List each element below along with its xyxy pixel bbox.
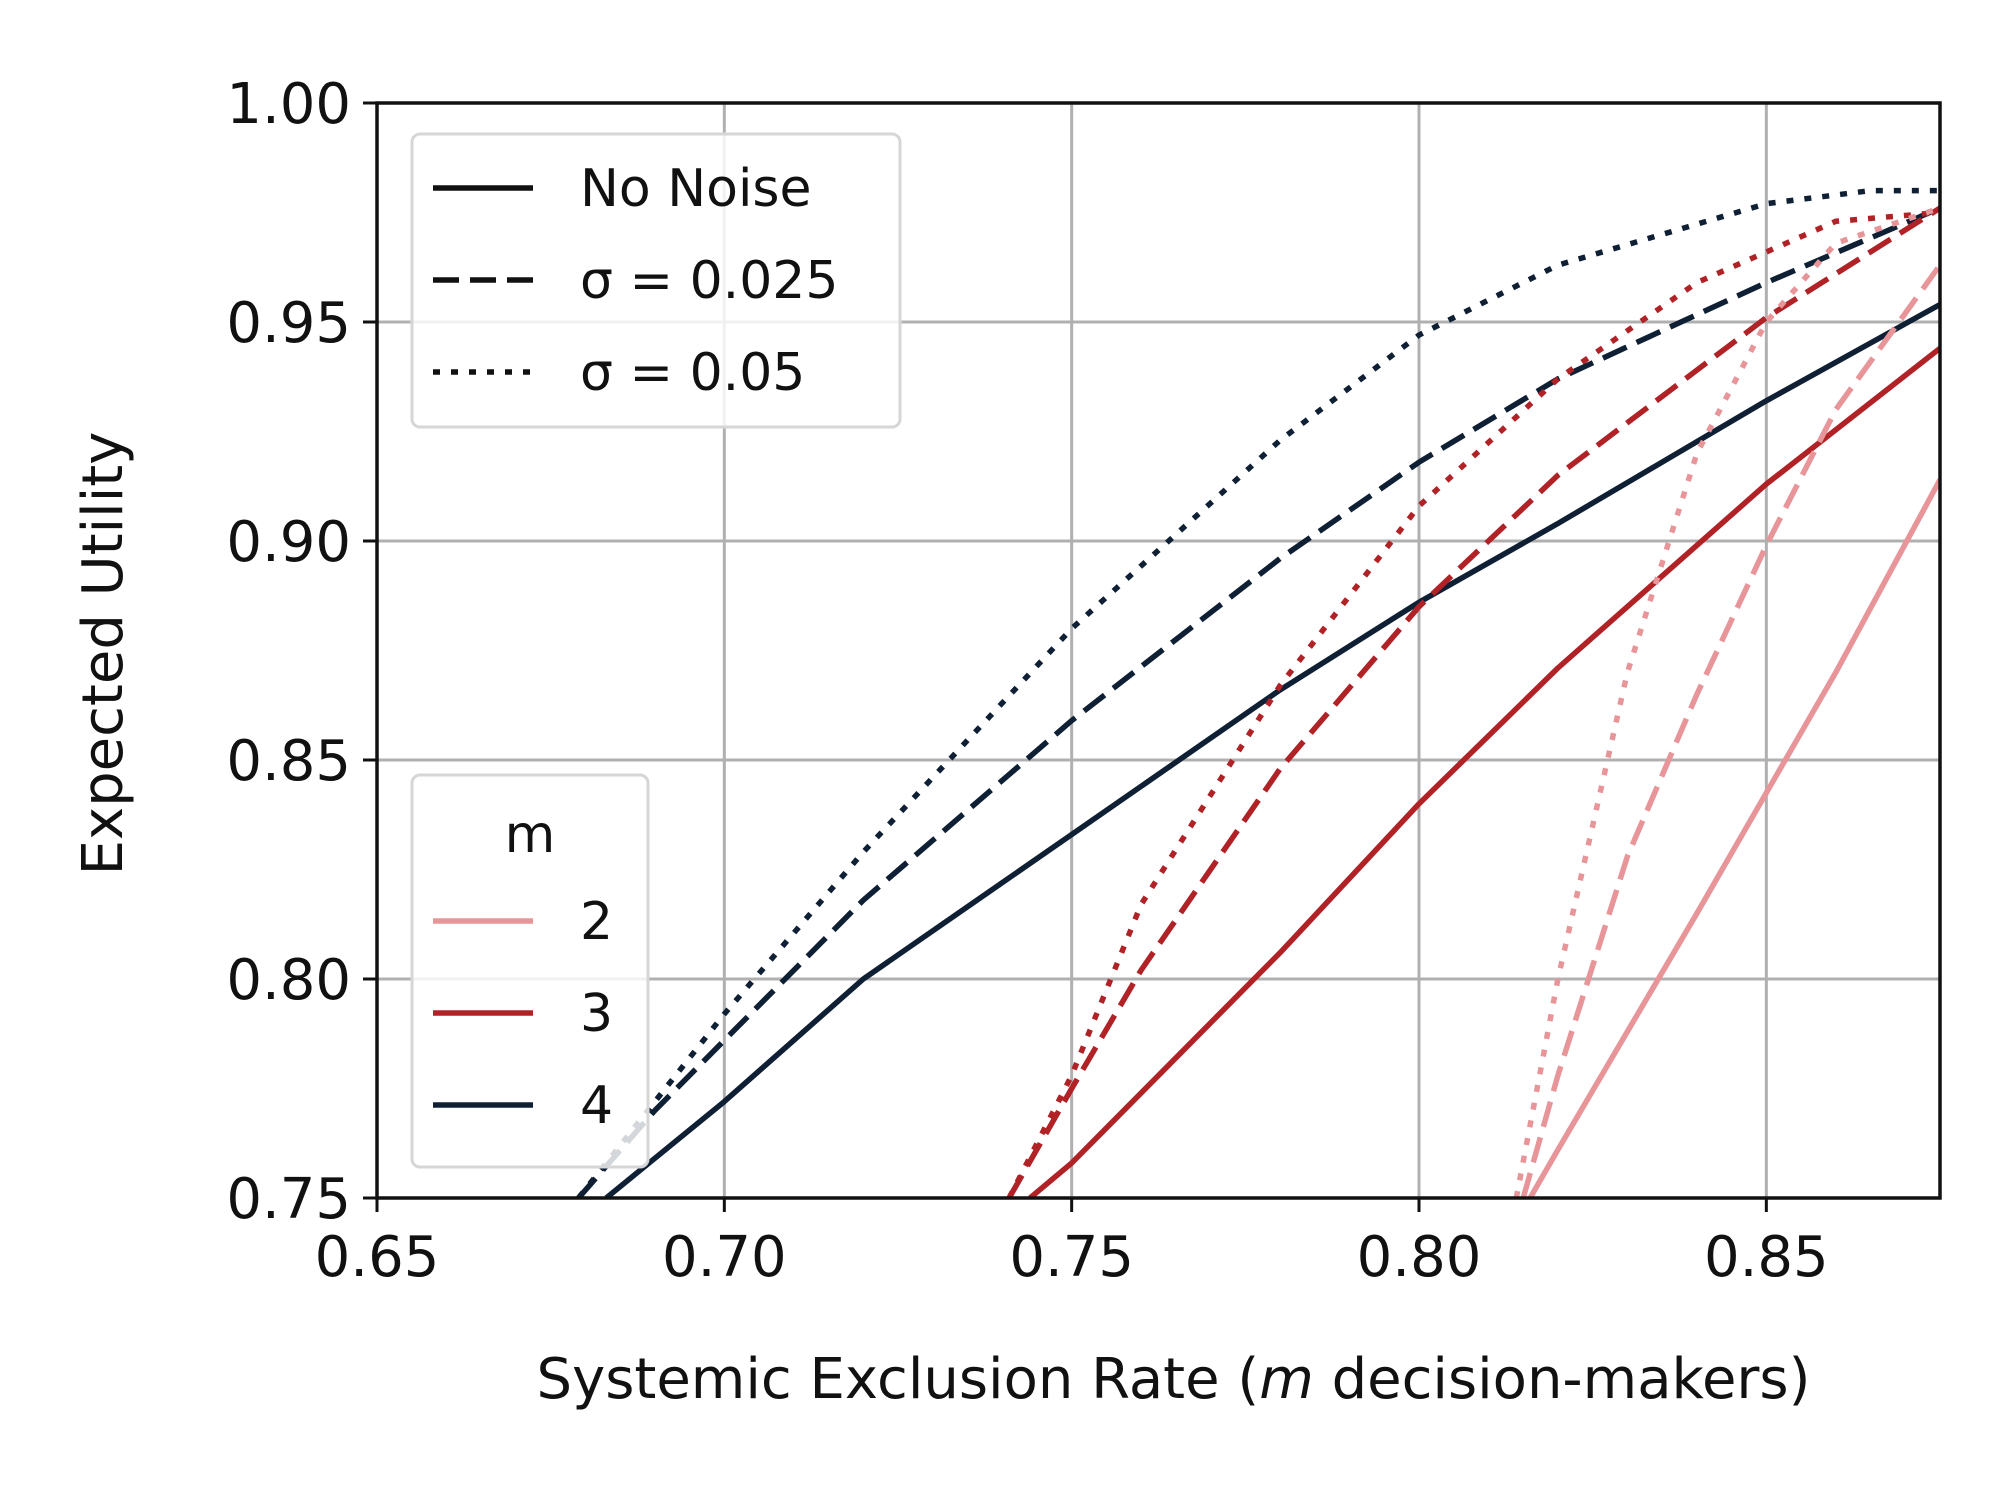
axis-ticks: 0.65 0.70 0.75 0.80 0.85 0.75 0.80 0.85 0.90 0.95…	[226, 72, 1828, 1290]
legend-m: m2 3 4	[410, 773, 650, 1169]
series-line-m3-dashed	[1006, 205, 1940, 1198]
legend-noise-style: No Noise σ = 0.025 σ = 0.05	[410, 132, 902, 429]
legend-box	[410, 773, 650, 1169]
series-line-m2-dotted	[1513, 205, 1940, 1198]
legend-label: σ = 0.025	[580, 251, 838, 311]
series-line-m3-solid	[1028, 346, 1940, 1198]
series-line-m2-dashed	[1520, 263, 1940, 1198]
y-tick-label: 0.85	[226, 729, 351, 794]
y-tick-label: 0.90	[226, 510, 351, 575]
legend-label: σ = 0.05	[580, 343, 805, 403]
y-axis-label: Expected Utility	[71, 432, 136, 876]
x-axis-label-variable: m	[1259, 1347, 1314, 1412]
x-tick-label: 0.85	[1704, 1225, 1829, 1290]
plot-frame	[375, 101, 1942, 1200]
series-line-m2-solid	[1527, 478, 1940, 1198]
series-line-m3-dotted	[1006, 209, 1940, 1198]
legend-label: No Noise	[580, 159, 812, 219]
x-tick-label: 0.65	[315, 1225, 440, 1290]
legend-label: 2	[580, 892, 613, 952]
legend-label: 4	[580, 1076, 613, 1136]
y-tick-label: 1.00	[226, 72, 351, 137]
y-tick-label: 0.80	[226, 948, 351, 1013]
x-axis-label: Systemic Exclusion Rate (m decision-make…	[537, 1347, 1811, 1412]
series-line-m4-dashed	[576, 205, 1940, 1198]
y-tick-label: 0.75	[226, 1167, 351, 1232]
x-tick-label: 0.80	[1357, 1225, 1482, 1290]
legend-label: 3	[580, 984, 613, 1044]
plot-area	[576, 187, 1940, 1198]
y-tick-label: 0.95	[226, 291, 351, 356]
x-axis-label-suffix: decision-makers)	[1314, 1347, 1811, 1412]
x-tick-label: 0.75	[1009, 1225, 1134, 1290]
series-line-m4-solid	[604, 302, 1940, 1198]
legend-box	[410, 132, 902, 429]
x-tick-label: 0.70	[662, 1225, 787, 1290]
x-axis-label-prefix: Systemic Exclusion Rate (	[537, 1347, 1260, 1412]
legend-title: m	[505, 805, 556, 865]
